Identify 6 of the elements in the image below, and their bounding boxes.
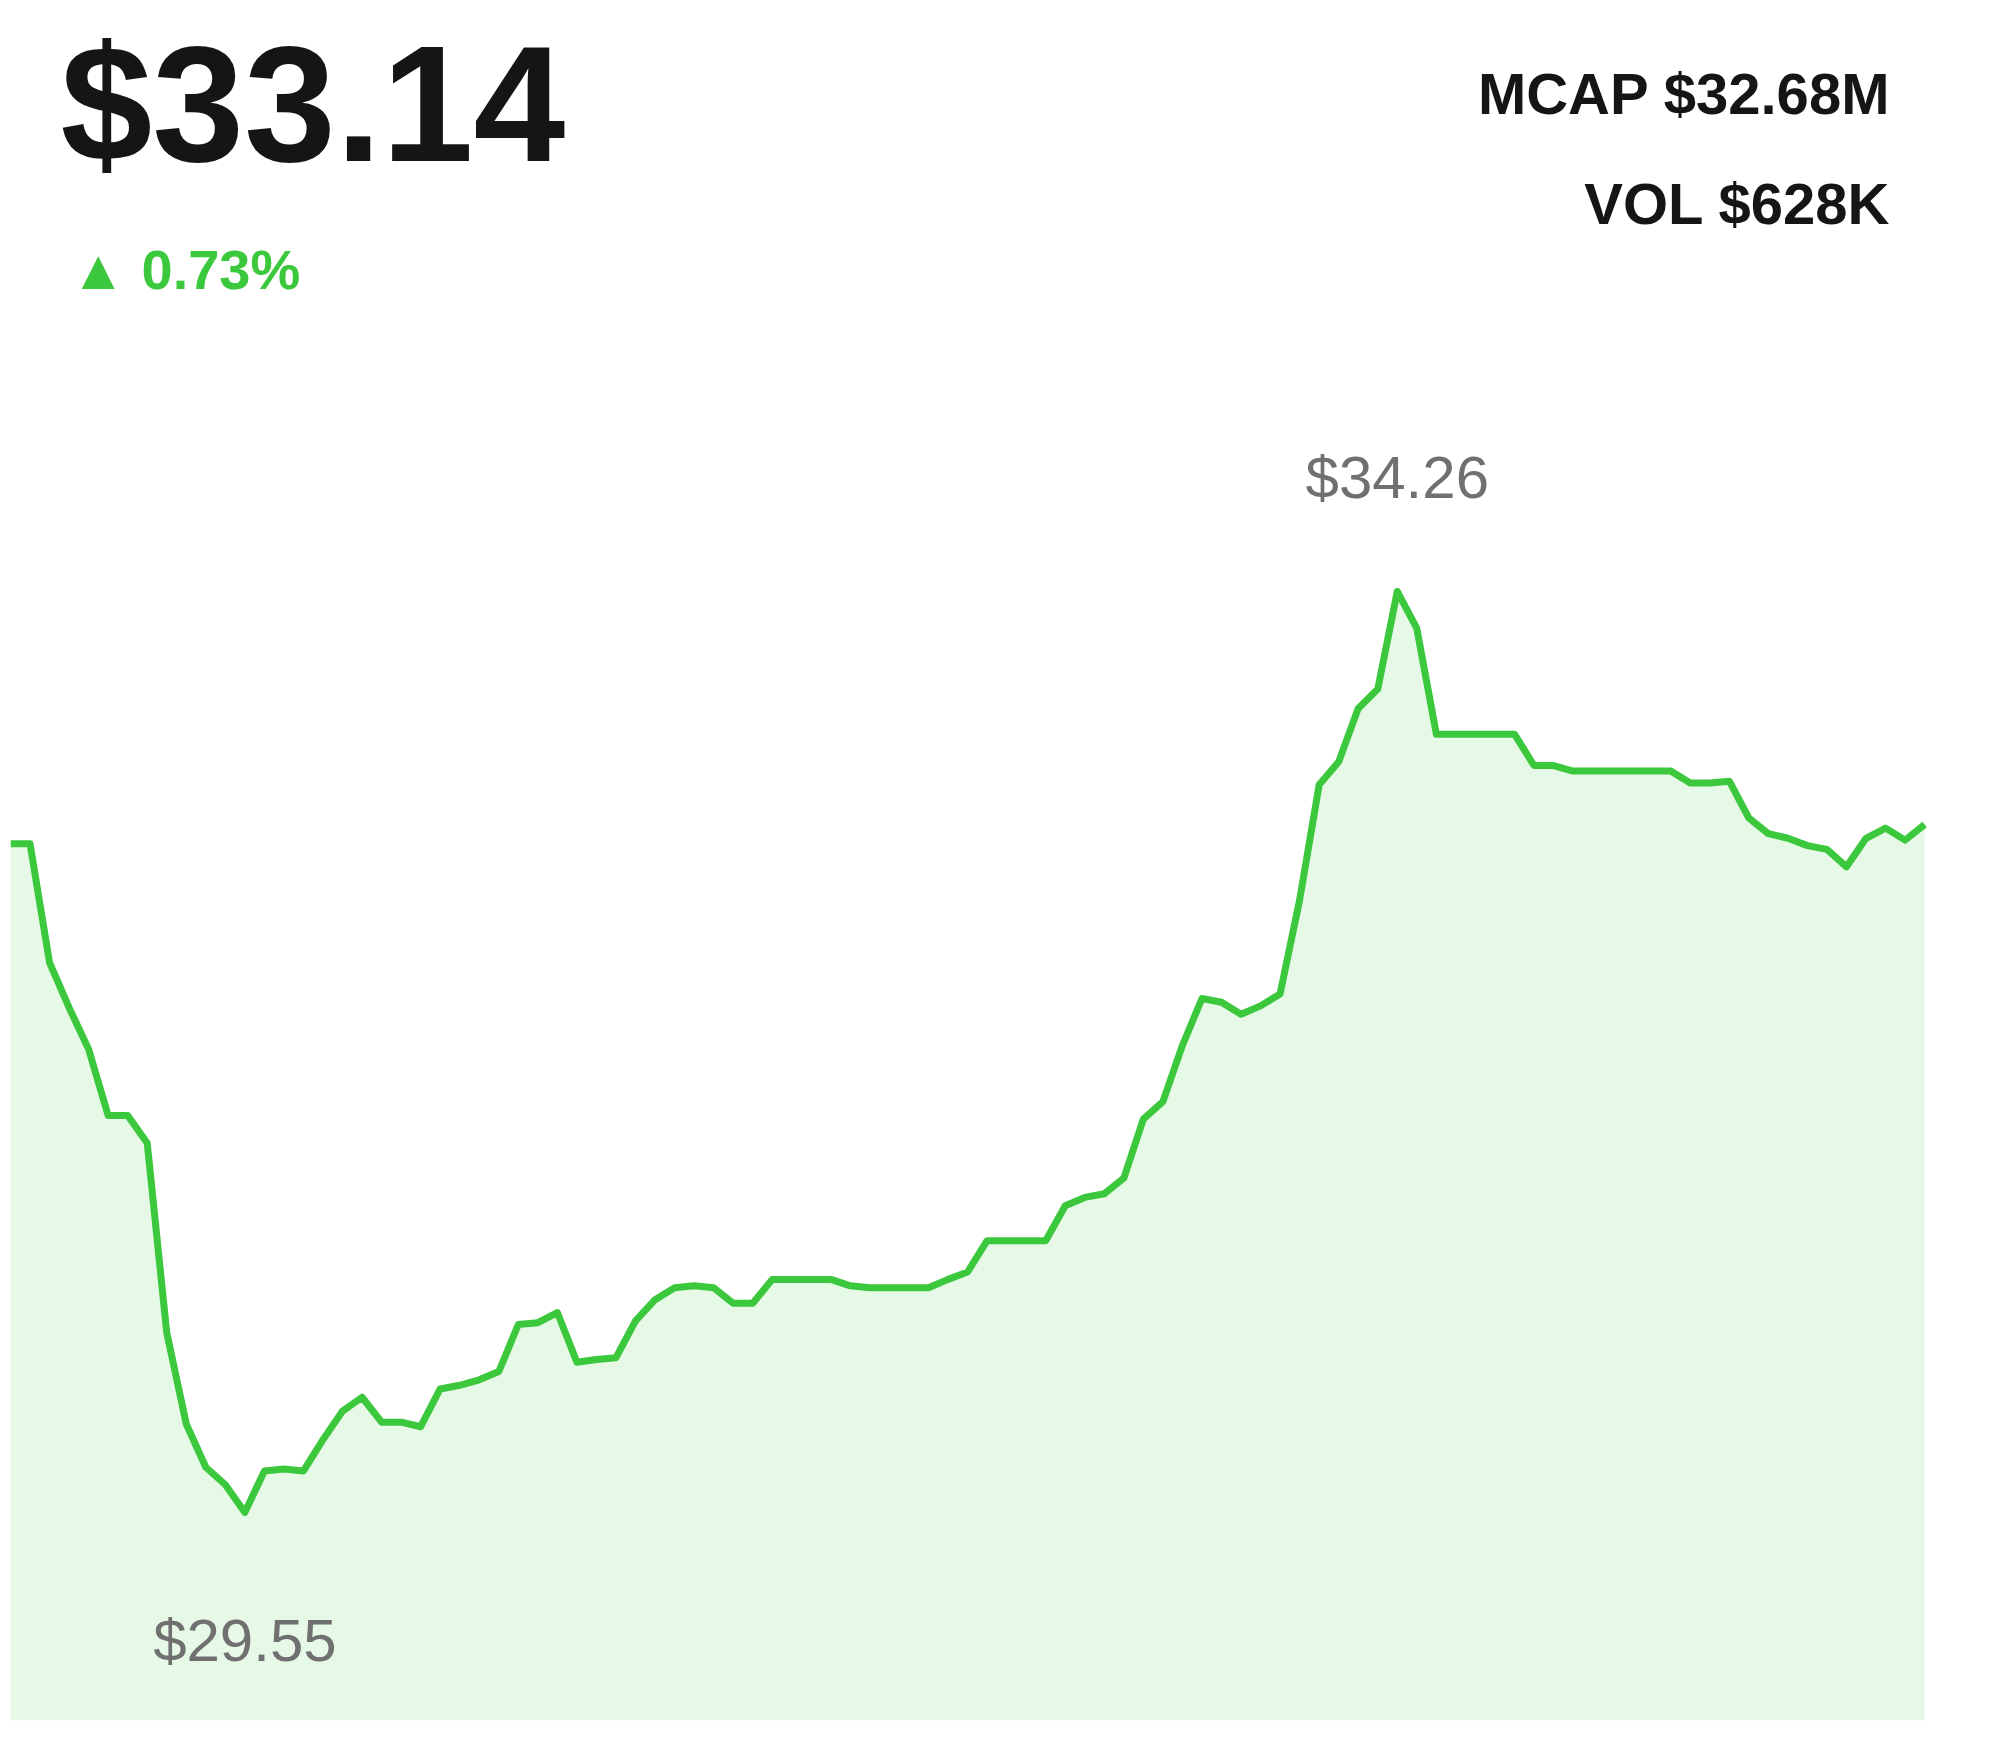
annotation: $34.26 xyxy=(1305,444,1490,512)
chart-subtitle: ▲ 0.73% xyxy=(70,237,301,301)
text: VOL $628K xyxy=(1584,170,1890,236)
text: MCAP $32.68M xyxy=(1477,60,1890,126)
chart-title: $33.14 xyxy=(60,11,566,196)
annotation: $29.55 xyxy=(153,1607,337,1675)
